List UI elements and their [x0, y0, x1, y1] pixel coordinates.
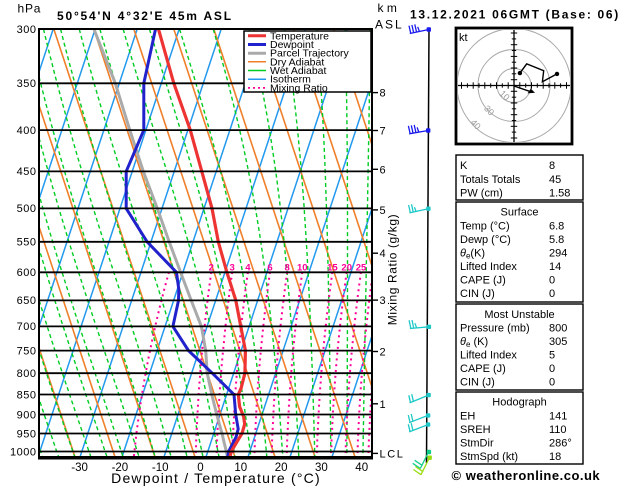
- svg-text:900: 900: [17, 409, 37, 421]
- svg-text:25: 25: [356, 263, 367, 274]
- svg-text:6: 6: [380, 164, 386, 176]
- svg-text:-30: -30: [71, 462, 88, 474]
- svg-text:CAPE (J): CAPE (J): [460, 275, 506, 287]
- svg-text:hPa: hPa: [18, 2, 42, 16]
- svg-text:950: 950: [17, 428, 37, 440]
- svg-text:5: 5: [380, 205, 386, 217]
- svg-text:Totals Totals: Totals Totals: [460, 174, 521, 186]
- svg-text:θe(K): θe(K): [460, 248, 485, 261]
- svg-text:Pressure (mb): Pressure (mb): [460, 323, 530, 335]
- svg-text:400: 400: [17, 125, 37, 137]
- svg-text:Dry Adiabat: Dry Adiabat: [270, 56, 324, 68]
- svg-text:0: 0: [549, 288, 555, 300]
- svg-text:ASL: ASL: [375, 18, 404, 32]
- svg-text:13.12.2021 06GMT (Base: 06): 13.12.2021 06GMT (Base: 06): [410, 8, 620, 22]
- svg-text:SREH: SREH: [460, 424, 491, 436]
- svg-text:850: 850: [17, 389, 37, 401]
- svg-text:Lifted Index: Lifted Index: [460, 350, 517, 362]
- svg-text:10: 10: [297, 263, 308, 274]
- svg-text:600: 600: [17, 267, 37, 279]
- svg-text:kt: kt: [459, 32, 468, 44]
- svg-text:20: 20: [341, 263, 352, 274]
- svg-text:20: 20: [275, 462, 288, 474]
- svg-text:3: 3: [380, 295, 386, 307]
- svg-text:0: 0: [549, 275, 555, 287]
- svg-text:10: 10: [234, 462, 247, 474]
- svg-text:350: 350: [17, 78, 37, 90]
- svg-text:LCL: LCL: [380, 448, 405, 460]
- svg-text:110: 110: [549, 424, 567, 436]
- svg-text:300: 300: [17, 24, 37, 36]
- svg-text:© weatheronline.co.uk: © weatheronline.co.uk: [452, 468, 601, 483]
- svg-text:Wet Adiabat: Wet Adiabat: [270, 65, 327, 77]
- svg-text:0: 0: [197, 462, 203, 474]
- svg-text:Hodograph: Hodograph: [492, 397, 546, 409]
- svg-text:1000: 1000: [10, 446, 36, 458]
- svg-text:40: 40: [355, 462, 368, 474]
- svg-text:800: 800: [17, 368, 37, 380]
- svg-text:750: 750: [17, 345, 37, 357]
- svg-text:Temp (°C): Temp (°C): [460, 221, 510, 233]
- svg-text:5: 5: [549, 350, 555, 362]
- svg-text:EH: EH: [460, 411, 475, 423]
- svg-text:50°54'N 4°32'E 45m ASL: 50°54'N 4°32'E 45m ASL: [57, 9, 233, 23]
- svg-text:θe (K): θe (K): [460, 336, 488, 349]
- svg-text:Dewpoint: Dewpoint: [270, 39, 314, 51]
- svg-text:30: 30: [315, 462, 328, 474]
- svg-text:Lifted Index: Lifted Index: [460, 261, 517, 273]
- svg-text:305: 305: [549, 336, 567, 348]
- svg-text:Temperature: Temperature: [270, 30, 329, 42]
- svg-text:4: 4: [380, 248, 386, 260]
- svg-text:2: 2: [209, 263, 214, 274]
- svg-text:Isotherm: Isotherm: [270, 74, 311, 86]
- svg-text:Mixing Ratio: Mixing Ratio: [270, 82, 328, 94]
- svg-text:Mixing Ratio (g/kg): Mixing Ratio (g/kg): [386, 214, 400, 325]
- svg-text:km: km: [378, 1, 401, 15]
- svg-text:K: K: [460, 160, 468, 172]
- svg-text:700: 700: [17, 321, 37, 333]
- svg-text:500: 500: [17, 203, 37, 215]
- svg-text:14: 14: [549, 261, 561, 273]
- svg-text:6.8: 6.8: [549, 221, 564, 233]
- svg-text:PW (cm): PW (cm): [460, 188, 503, 200]
- svg-text:Most Unstable: Most Unstable: [484, 309, 554, 321]
- svg-text:CIN (J): CIN (J): [460, 288, 495, 300]
- svg-text:StmSpd (kt): StmSpd (kt): [460, 451, 518, 463]
- svg-text:18: 18: [549, 451, 561, 463]
- svg-text:0: 0: [549, 377, 555, 389]
- svg-text:8: 8: [380, 88, 386, 100]
- svg-text:CAPE (J): CAPE (J): [460, 363, 506, 375]
- svg-text:7: 7: [380, 126, 386, 138]
- svg-text:2: 2: [380, 347, 386, 359]
- svg-text:8: 8: [549, 160, 555, 172]
- svg-text:-20: -20: [112, 462, 129, 474]
- svg-text:4: 4: [245, 263, 251, 274]
- svg-text:CIN (J): CIN (J): [460, 377, 495, 389]
- svg-text:-10: -10: [152, 462, 169, 474]
- svg-text:3: 3: [230, 263, 235, 274]
- svg-text:6: 6: [267, 263, 272, 274]
- svg-text:800: 800: [549, 323, 567, 335]
- svg-text:Dewp (°C): Dewp (°C): [460, 234, 511, 246]
- svg-text:Parcel Trajectory: Parcel Trajectory: [270, 48, 350, 60]
- svg-text:650: 650: [17, 295, 37, 307]
- svg-text:45: 45: [549, 174, 561, 186]
- svg-text:StmDir: StmDir: [460, 438, 494, 450]
- svg-text:550: 550: [17, 237, 37, 249]
- svg-text:15: 15: [327, 263, 338, 274]
- svg-text:286°: 286°: [549, 438, 572, 450]
- svg-text:Dewpoint / Temperature (°C): Dewpoint / Temperature (°C): [111, 470, 321, 486]
- svg-text:450: 450: [17, 166, 37, 178]
- svg-text:141: 141: [549, 411, 567, 423]
- svg-text:Surface: Surface: [501, 207, 539, 219]
- svg-text:5.8: 5.8: [549, 234, 564, 246]
- svg-text:8: 8: [285, 263, 290, 274]
- svg-text:294: 294: [549, 248, 567, 260]
- svg-text:1: 1: [380, 399, 386, 411]
- svg-text:0: 0: [549, 363, 555, 375]
- svg-text:1.58: 1.58: [549, 188, 570, 200]
